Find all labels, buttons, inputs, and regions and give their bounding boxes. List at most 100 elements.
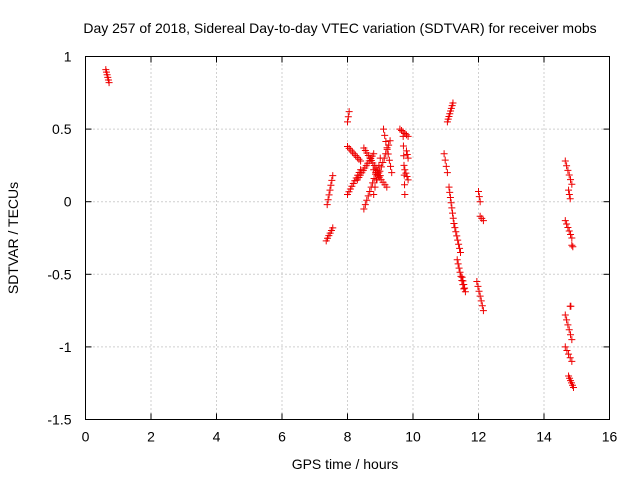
data-point [371, 183, 379, 191]
data-point [461, 284, 469, 292]
data-point [566, 195, 574, 203]
data-point [327, 181, 335, 189]
data-point [453, 256, 461, 264]
data-point [460, 280, 468, 288]
data-point [404, 176, 412, 184]
data-point [323, 201, 331, 209]
data-point [328, 176, 336, 184]
data-point [345, 144, 353, 152]
y-tick-label: -0.5 [47, 266, 71, 282]
y-tick-label: -1 [59, 339, 72, 355]
data-point [344, 143, 351, 151]
data-point [567, 331, 575, 339]
data-point [403, 151, 411, 159]
data-point [401, 190, 409, 198]
y-tick-label: 1 [64, 49, 72, 65]
data-point [441, 156, 449, 164]
data-point [388, 169, 396, 177]
data-point [445, 183, 453, 191]
data-point [478, 302, 486, 310]
y-tick-label: -1.5 [47, 412, 71, 428]
data-point [353, 153, 361, 161]
data-point [387, 162, 395, 170]
data-point [386, 137, 394, 145]
data-point [564, 321, 572, 329]
data-point [329, 172, 337, 180]
data-point [347, 146, 355, 154]
data-point [475, 287, 483, 295]
data-point [455, 264, 463, 272]
x-tick-label: 0 [82, 429, 90, 445]
data-point [568, 241, 576, 249]
data-point [376, 154, 384, 162]
data-point [402, 131, 410, 139]
data-point [401, 129, 409, 137]
data-point [567, 176, 575, 184]
data-point [379, 158, 387, 166]
data-point [372, 176, 380, 184]
data-point [400, 161, 408, 169]
data-point [561, 311, 569, 319]
data-point [402, 169, 410, 177]
data-point [344, 118, 351, 126]
data-point [399, 132, 407, 140]
data-point [568, 336, 576, 344]
data-point [383, 183, 391, 191]
x-tick-label: 6 [278, 429, 286, 445]
data-point [361, 201, 369, 209]
data-point [449, 99, 457, 107]
data-point [443, 169, 451, 177]
x-axis-label: GPS time / hours [292, 456, 399, 472]
y-tick-labels: 1 0.5 0 -0.5 -1 -1.5 [47, 49, 71, 428]
data-point [456, 268, 464, 276]
data-point [449, 214, 457, 222]
data-point [566, 354, 574, 362]
chart-title: Day 257 of 2018, Sidereal Day-to-day VTE… [83, 20, 596, 36]
data-point [452, 228, 460, 236]
data-point [442, 162, 450, 170]
data-point [458, 273, 466, 281]
data-point [375, 161, 383, 169]
data-point [355, 155, 363, 163]
data-point [366, 188, 374, 196]
data-point [446, 188, 454, 196]
data-point [382, 138, 390, 146]
data-point [369, 179, 377, 187]
data-point [401, 166, 409, 174]
x-tick-label: 14 [536, 429, 552, 445]
data-point [370, 190, 378, 198]
data-point [563, 316, 571, 324]
x-tick-label: 2 [147, 429, 155, 445]
data-point [396, 125, 404, 133]
grid-lines [85, 56, 610, 420]
data-point [385, 156, 393, 164]
y-tick-label: 0.5 [52, 121, 72, 137]
data-point [402, 147, 410, 155]
data-point [350, 150, 358, 158]
data-point [474, 282, 482, 290]
data-point [370, 150, 378, 158]
data-point [456, 244, 464, 252]
data-point [569, 384, 577, 392]
data-point [567, 302, 575, 310]
data-point [399, 142, 407, 150]
data-point [329, 224, 337, 232]
data-point [344, 113, 352, 121]
data-point [564, 224, 572, 232]
data-point [360, 205, 368, 213]
data-point [380, 125, 388, 133]
data-point [561, 343, 569, 351]
data-point [565, 190, 573, 198]
data-point [565, 186, 573, 194]
data-point [348, 148, 356, 156]
data-point [357, 157, 365, 165]
data-point [565, 171, 573, 179]
y-tick-label: 0 [64, 194, 72, 210]
data-point [561, 157, 569, 165]
data-point [384, 150, 392, 158]
x-tick-label: 10 [405, 429, 421, 445]
data-point [449, 209, 457, 217]
data-point [398, 127, 406, 135]
data-point [456, 249, 464, 257]
plot-frame [85, 56, 610, 420]
